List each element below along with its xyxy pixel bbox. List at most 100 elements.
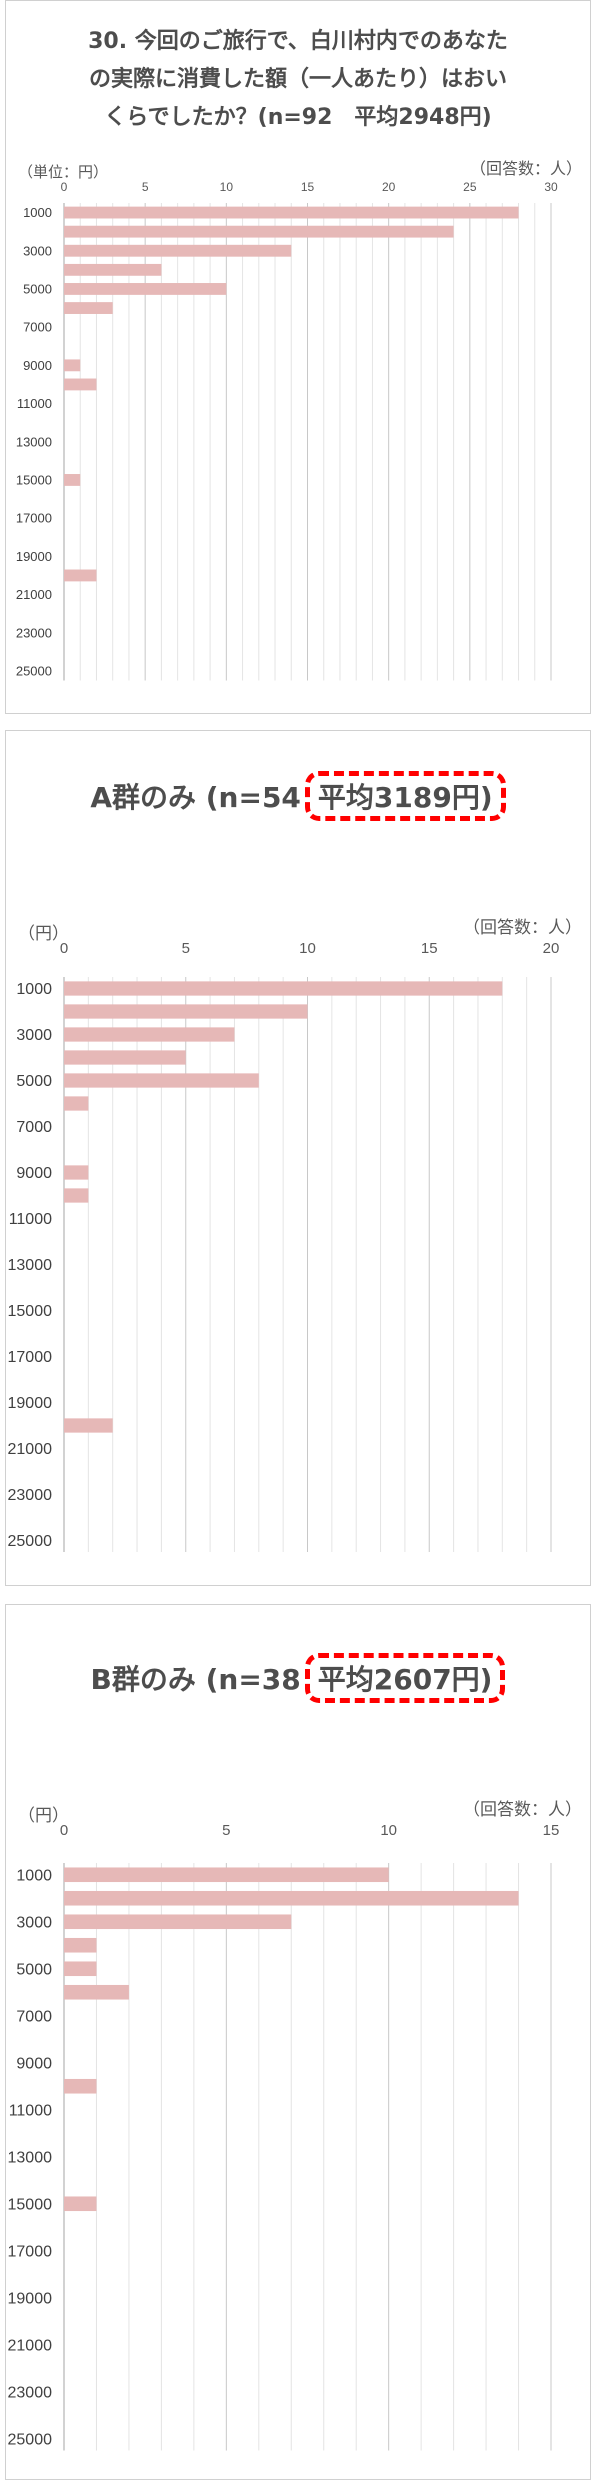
y-category-label: 13000 (16, 434, 52, 449)
bar (64, 2078, 97, 2094)
bar (64, 283, 227, 295)
y-category-label: 9000 (16, 1165, 52, 1182)
bar-chart: 0 5 10 15 20 25 30 1000 3000 5000 7000 9000 11000 130… (16, 180, 558, 681)
chart-title-line-2: の実際に消費した額（一人あたり）はおい (88, 67, 507, 92)
x-tick-label: 5 (182, 940, 190, 957)
average-highlight: 平均3189円) (304, 771, 506, 821)
bar-chart: 0 5 10 15 1000 3000 5000 7000 9000 11000 13000 1500… (8, 1822, 560, 2451)
x-tick-label: 10 (299, 940, 316, 957)
bar (64, 378, 97, 391)
y-category-label: 7000 (16, 1119, 52, 1136)
y-category-label: 5000 (16, 1073, 52, 1090)
y-category-label: 1000 (16, 1867, 52, 1884)
bar (64, 1937, 97, 1953)
bar (64, 1004, 308, 1019)
y-category-label: 25000 (8, 1533, 53, 1550)
y-category-label: 5000 (23, 282, 52, 297)
chart-title-line-3: くらでしたか？(n=92 平均2948円) (104, 105, 492, 130)
bar (64, 225, 454, 238)
y-category-label: 21000 (16, 587, 52, 602)
y-category-label: 1000 (23, 205, 52, 220)
bar (64, 1050, 186, 1065)
bar (64, 1165, 89, 1180)
x-tick-label: 20 (543, 940, 560, 957)
bar (64, 1961, 97, 1977)
bar (64, 302, 113, 314)
y-category-label: 3000 (23, 243, 52, 258)
y-category-label: 23000 (8, 2384, 53, 2401)
chart-title: 30. 今回のご旅行で、白川村内でのあなた の実際に消費した額（一人あたり）はお… (6, 23, 590, 137)
y-unit-label: （単位：円） (18, 163, 109, 181)
y-category-label: 9000 (16, 2055, 52, 2072)
x-tick-label: 0 (60, 1822, 68, 1839)
bar (64, 1984, 129, 2000)
x-tick-label: 15 (421, 940, 438, 957)
y-category-label: 15000 (16, 473, 52, 488)
y-category-label: 13000 (8, 1257, 53, 1274)
x-tick-label: 10 (220, 180, 234, 194)
x-tick-label: 30 (544, 180, 558, 194)
y-category-label: 21000 (8, 2337, 53, 2354)
average-highlight: 平均2607円) (304, 1653, 506, 1703)
y-category-label: 19000 (8, 2290, 53, 2307)
bar (64, 1867, 389, 1883)
bar (64, 1096, 89, 1111)
bar (64, 1188, 89, 1203)
y-category-label: 15000 (8, 2196, 53, 2213)
y-category-label: 19000 (16, 549, 52, 564)
y-category-label: 7000 (16, 2008, 52, 2025)
bar (64, 1914, 292, 1930)
y-category-label: 15000 (8, 1303, 53, 1320)
chart-title-line-1: 30. 今回のご旅行で、白川村内でのあなた (88, 29, 508, 54)
y-category-label: 9000 (23, 358, 52, 373)
y-category-label: 5000 (16, 1961, 52, 1978)
x-tick-label: 25 (463, 180, 477, 194)
y-category-label: 17000 (8, 1349, 53, 1366)
bar (64, 981, 503, 996)
bar-chart: 0 5 10 15 20 1000 3000 5000 7000 9000 11000 13000 15… (8, 940, 560, 1552)
x-tick-label: 20 (382, 180, 396, 194)
y-category-label: 11000 (9, 2102, 52, 2119)
chart-panel-overall: 30. 今回のご旅行で、白川村内でのあなた の実際に消費した額（一人あたり）はお… (5, 0, 591, 714)
chart-title-prefix: A群のみ (n=54 (90, 781, 301, 814)
x-unit-label: （回答数：人） (463, 1800, 582, 1820)
bar (64, 244, 292, 257)
y-category-label: 3000 (16, 1027, 52, 1044)
x-tick-label: 5 (222, 1822, 230, 1839)
chart-title: A群のみ (n=54 平均3189円) (6, 771, 590, 821)
bar (64, 569, 97, 582)
y-category-label: 11000 (9, 1211, 52, 1228)
bar (64, 1890, 519, 1906)
y-category-label: 23000 (16, 625, 52, 640)
bar (64, 206, 519, 219)
y-category-label: 25000 (16, 664, 52, 679)
chart-panel-group-a: A群のみ (n=54 平均3189円) （円） （回答数：人） 0 5 10 15 20 1… (5, 730, 591, 1586)
y-category-label: 25000 (8, 2431, 53, 2448)
y-category-label: 13000 (8, 2149, 53, 2166)
chart-title-prefix: B群のみ (n=38 (90, 1663, 301, 1696)
x-unit-label: （回答数：人） (469, 159, 582, 178)
y-category-label: 23000 (8, 1487, 53, 1504)
y-category-label: 19000 (8, 1395, 53, 1412)
y-unit-label: （円） (18, 1806, 69, 1826)
chart-title: B群のみ (n=38 平均2607円) (6, 1653, 590, 1703)
y-category-label: 3000 (16, 1914, 52, 1931)
bar (64, 2196, 97, 2212)
bar (64, 1418, 113, 1433)
x-tick-label: 15 (543, 1822, 560, 1839)
chart-panel-group-b: B群のみ (n=38 平均2607円) （円） （回答数：人） 0 5 10 15 100… (5, 1604, 591, 2480)
y-unit-label: （円） (18, 924, 69, 944)
bar (64, 474, 81, 486)
bar (64, 1073, 259, 1088)
y-category-label: 21000 (8, 1441, 53, 1458)
y-category-label: 17000 (8, 2243, 53, 2260)
y-category-label: 1000 (16, 981, 52, 998)
x-tick-label: 0 (61, 180, 68, 194)
x-tick-label: 10 (380, 1822, 397, 1839)
bar (64, 263, 162, 276)
y-category-label: 17000 (16, 511, 52, 526)
y-category-label: 7000 (23, 320, 52, 335)
bar (64, 359, 81, 372)
x-unit-label: （回答数：人） (463, 918, 582, 938)
bar (64, 1027, 235, 1042)
